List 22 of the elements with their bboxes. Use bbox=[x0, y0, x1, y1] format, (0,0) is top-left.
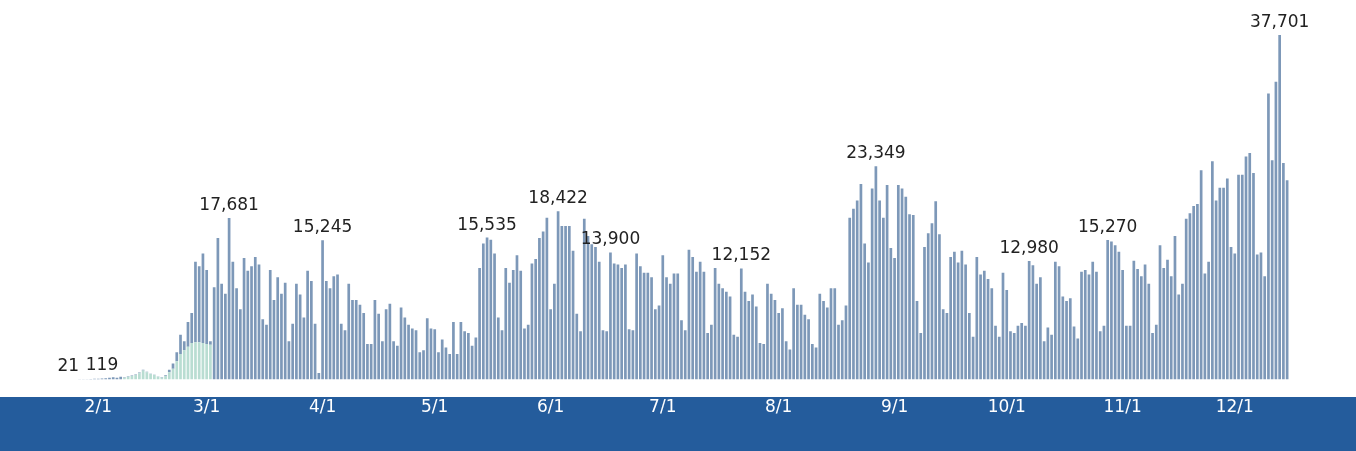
x-tick-label: 12/1 bbox=[1215, 396, 1254, 417]
data-label: 119 bbox=[85, 354, 119, 375]
x-tick-label: 8/1 bbox=[765, 396, 793, 417]
x-tick-label: 5/1 bbox=[421, 396, 449, 417]
data-label: 17,681 bbox=[199, 193, 259, 214]
x-tick-label: 7/1 bbox=[649, 396, 677, 417]
data-label: 18,422 bbox=[528, 187, 588, 208]
x-tick-label: 11/1 bbox=[1103, 396, 1142, 417]
x-tick-label: 6/1 bbox=[536, 396, 565, 417]
data-label: 12,152 bbox=[711, 244, 772, 265]
x-tick-label: 9/1 bbox=[880, 396, 909, 417]
data-label: 12,980 bbox=[999, 236, 1059, 257]
data-label: 15,270 bbox=[1077, 215, 1138, 236]
data-label: 37,701 bbox=[1249, 10, 1310, 31]
x-tick-label: 3/1 bbox=[193, 396, 221, 417]
data-label: 15,535 bbox=[457, 213, 517, 234]
data-label: 23,349 bbox=[846, 142, 906, 163]
x-tick-label: 4/1 bbox=[308, 396, 337, 417]
data-label: 21 bbox=[57, 355, 80, 376]
x-tick-label: 2/1 bbox=[84, 396, 112, 417]
data-label: 15,245 bbox=[292, 216, 353, 237]
x-tick-label: 10/1 bbox=[987, 396, 1026, 417]
